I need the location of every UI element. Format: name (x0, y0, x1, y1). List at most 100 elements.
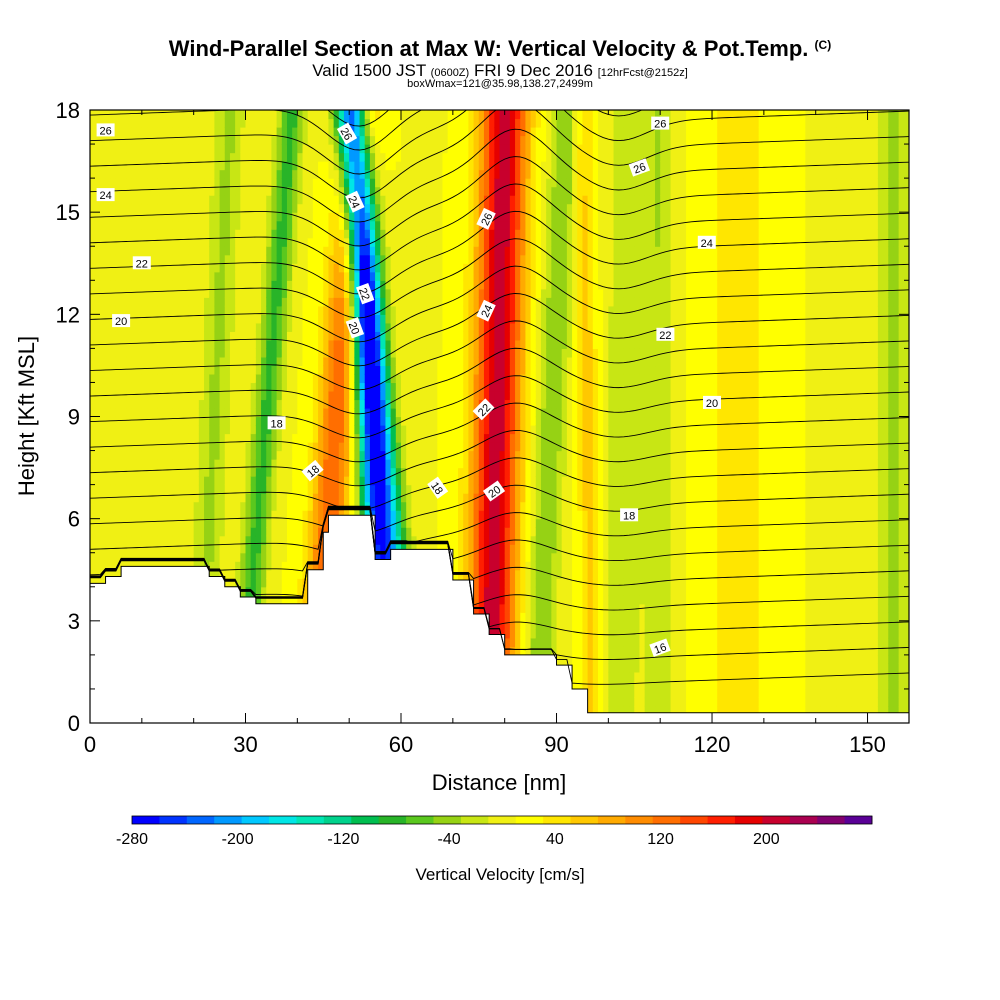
velocity-cell (261, 442, 267, 452)
velocity-cell (276, 595, 283, 605)
velocity-cell (416, 544, 423, 554)
velocity-cell (266, 510, 273, 520)
velocity-cell (390, 484, 397, 494)
velocity-cell (245, 144, 252, 154)
velocity-cell (141, 246, 148, 256)
velocity-cell (172, 433, 179, 443)
velocity-cell (214, 331, 221, 341)
velocity-cell (426, 459, 433, 469)
velocity-cell (167, 263, 174, 273)
velocity-cell (390, 220, 397, 230)
velocity-cell (224, 535, 231, 545)
velocity-cell (426, 135, 433, 145)
velocity-cell (172, 152, 179, 162)
velocity-cell (442, 305, 449, 315)
velocity-cell (432, 297, 438, 307)
velocity-cell (312, 314, 319, 324)
velocity-cell (193, 331, 200, 341)
velocity-cell (167, 152, 174, 162)
velocity-cell (157, 220, 164, 230)
velocity-cell (416, 186, 423, 196)
velocity-cell (281, 501, 288, 511)
velocity-cell (131, 314, 138, 324)
velocity-cell (157, 135, 164, 145)
velocity-cell (297, 484, 304, 494)
velocity-cell (328, 178, 335, 188)
velocity-cell (172, 135, 179, 145)
velocity-cell (261, 237, 267, 247)
velocity-cell (442, 501, 449, 511)
velocity-cell (198, 501, 205, 511)
velocity-cell (281, 220, 288, 230)
velocity-cell (240, 416, 247, 426)
velocity-cell (406, 501, 412, 511)
velocity-cell (204, 280, 210, 290)
velocity-cell (297, 169, 304, 179)
velocity-cell (318, 407, 324, 418)
velocity-cell (286, 246, 293, 256)
velocity-cell (141, 365, 148, 375)
velocity-cell (250, 280, 257, 290)
velocity-cell (375, 356, 381, 367)
velocity-cell (302, 118, 309, 128)
velocity-cell (183, 339, 190, 349)
velocity-cell (333, 246, 340, 256)
velocity-cell (141, 110, 148, 120)
velocity-cell (209, 212, 215, 222)
velocity-cell (183, 271, 190, 281)
velocity-cell (323, 425, 330, 435)
velocity-cell (157, 246, 164, 256)
velocity-cell (183, 220, 190, 230)
velocity-cell (302, 178, 309, 188)
velocity-cell (333, 450, 340, 460)
velocity-cell (224, 195, 231, 205)
velocity-cell (432, 254, 438, 264)
velocity-cell (136, 442, 143, 452)
velocity-cell (219, 297, 226, 307)
velocity-cell (328, 110, 335, 120)
velocity-cell (333, 178, 340, 188)
velocity-cell (240, 510, 247, 520)
velocity-cell (328, 407, 335, 418)
velocity-cell (266, 322, 273, 332)
velocity-cell (219, 382, 226, 392)
velocity-cell (401, 178, 407, 188)
velocity-cell (162, 535, 169, 545)
velocity-cell (105, 178, 112, 188)
velocity-cell (343, 339, 350, 349)
velocity-cell (100, 373, 107, 384)
velocity-cell (224, 288, 231, 298)
velocity-cell (209, 501, 215, 511)
velocity-cell (364, 331, 371, 341)
velocity-cell (152, 356, 158, 367)
velocity-cell (183, 314, 190, 324)
velocity-cell (229, 390, 236, 401)
velocity-cell (312, 501, 319, 511)
velocity-cell (152, 527, 158, 537)
velocity-cell (359, 373, 366, 384)
velocity-cell (302, 229, 309, 239)
velocity-cell (333, 152, 340, 162)
velocity-cell (162, 433, 169, 443)
velocity-cell (432, 280, 438, 290)
velocity-cell (204, 339, 210, 349)
velocity-cell (198, 544, 205, 554)
velocity-cell (333, 339, 340, 349)
velocity-cell (276, 280, 283, 290)
velocity-cell (178, 203, 184, 213)
velocity-cell (354, 339, 361, 349)
velocity-cell (214, 297, 221, 307)
velocity-cell (147, 544, 153, 554)
velocity-cell (172, 518, 179, 528)
velocity-cell (193, 339, 200, 349)
velocity-cell (266, 595, 273, 605)
velocity-cell (214, 399, 221, 409)
velocity-cell (115, 501, 122, 511)
velocity-cell (204, 518, 210, 528)
velocity-cell (136, 390, 143, 401)
velocity-cell (178, 382, 184, 392)
velocity-cell (286, 467, 293, 477)
velocity-cell (229, 127, 236, 137)
velocity-cell (172, 331, 179, 341)
velocity-cell (437, 407, 444, 418)
